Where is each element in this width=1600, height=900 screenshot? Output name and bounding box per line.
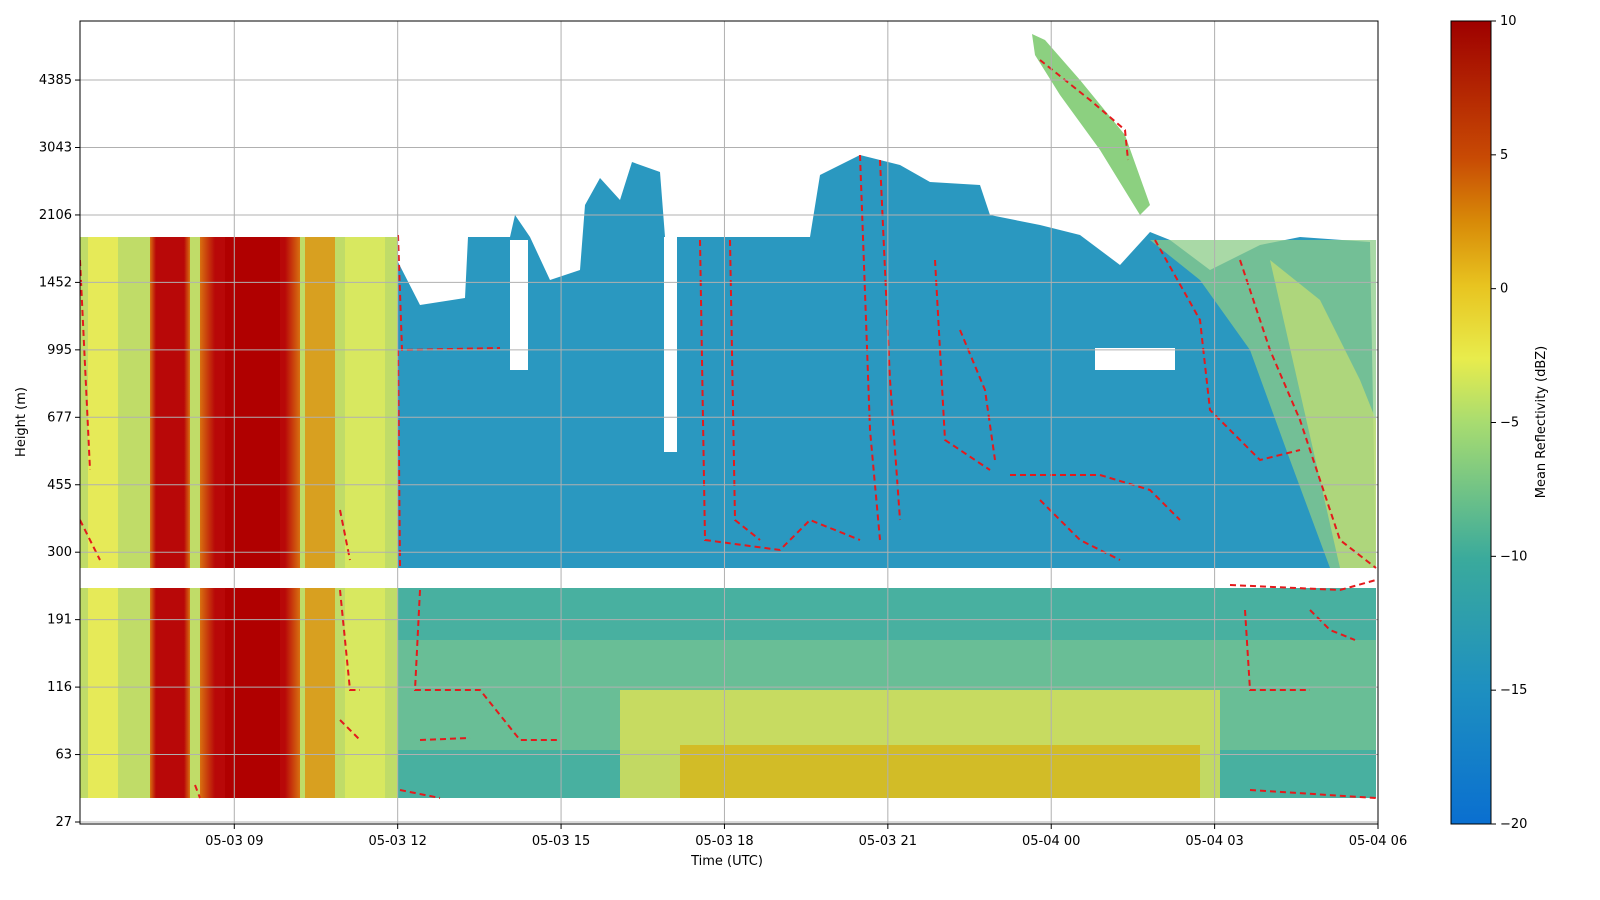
x-tick-label: 05-04 06	[1349, 834, 1407, 849]
x-tick-label: 05-03 15	[532, 834, 590, 849]
x-tick-label: 05-03 18	[695, 834, 753, 849]
y-tick-label: 2106	[39, 208, 72, 223]
colorbar-ticks: 10 5 0 −5 −10 −15 −20	[1491, 14, 1527, 832]
grid-lines	[80, 21, 1379, 824]
y-tick-label: 4385	[39, 73, 72, 88]
colorbar-label: Mean Reflectivity (dBZ)	[1534, 346, 1549, 499]
x-tick-label: 05-03 09	[205, 834, 263, 849]
colorbar-gradient	[1450, 20, 1492, 825]
plot-frame	[79, 20, 1379, 825]
y-tick-label: 27	[55, 815, 72, 830]
x-tick-label: 05-04 03	[1185, 834, 1243, 849]
y-axis-ticks: 27 63 116 191 300 455 677 995 1452 2106 3043 4385	[39, 73, 80, 830]
y-axis-label: Height (m)	[14, 387, 29, 457]
colorbar: 10 5 0 −5 −10 −15 −20 Mean Reflectivity (dBZ)	[1450, 14, 1549, 832]
y-tick-label: 3043	[39, 141, 72, 156]
colorbar-tick-label: −15	[1500, 683, 1527, 698]
y-tick-label: 116	[47, 680, 72, 695]
x-tick-label: 05-04 00	[1022, 834, 1080, 849]
colorbar-tick-label: −20	[1500, 817, 1527, 832]
colorbar-tick-label: −5	[1500, 416, 1519, 431]
colorbar-tick-label: 5	[1500, 148, 1508, 163]
y-tick-label: 455	[47, 478, 72, 493]
y-tick-label: 63	[55, 748, 72, 763]
y-tick-label: 191	[47, 613, 72, 628]
x-axis-ticks: 05-03 09 05-03 12 05-03 15 05-03 18 05-03 21…	[205, 824, 1407, 849]
x-axis-label: Time (UTC)	[690, 854, 763, 869]
x-tick-label: 05-03 21	[859, 834, 917, 849]
y-tick-label: 677	[47, 410, 72, 425]
colorbar-tick-label: 10	[1500, 14, 1517, 29]
colorbar-tick-label: 0	[1500, 282, 1508, 297]
y-tick-label: 995	[47, 343, 72, 358]
x-tick-label: 05-03 12	[368, 834, 426, 849]
y-tick-label: 1452	[39, 275, 72, 290]
y-tick-label: 300	[47, 545, 72, 560]
colorbar-tick-label: −10	[1500, 549, 1527, 564]
